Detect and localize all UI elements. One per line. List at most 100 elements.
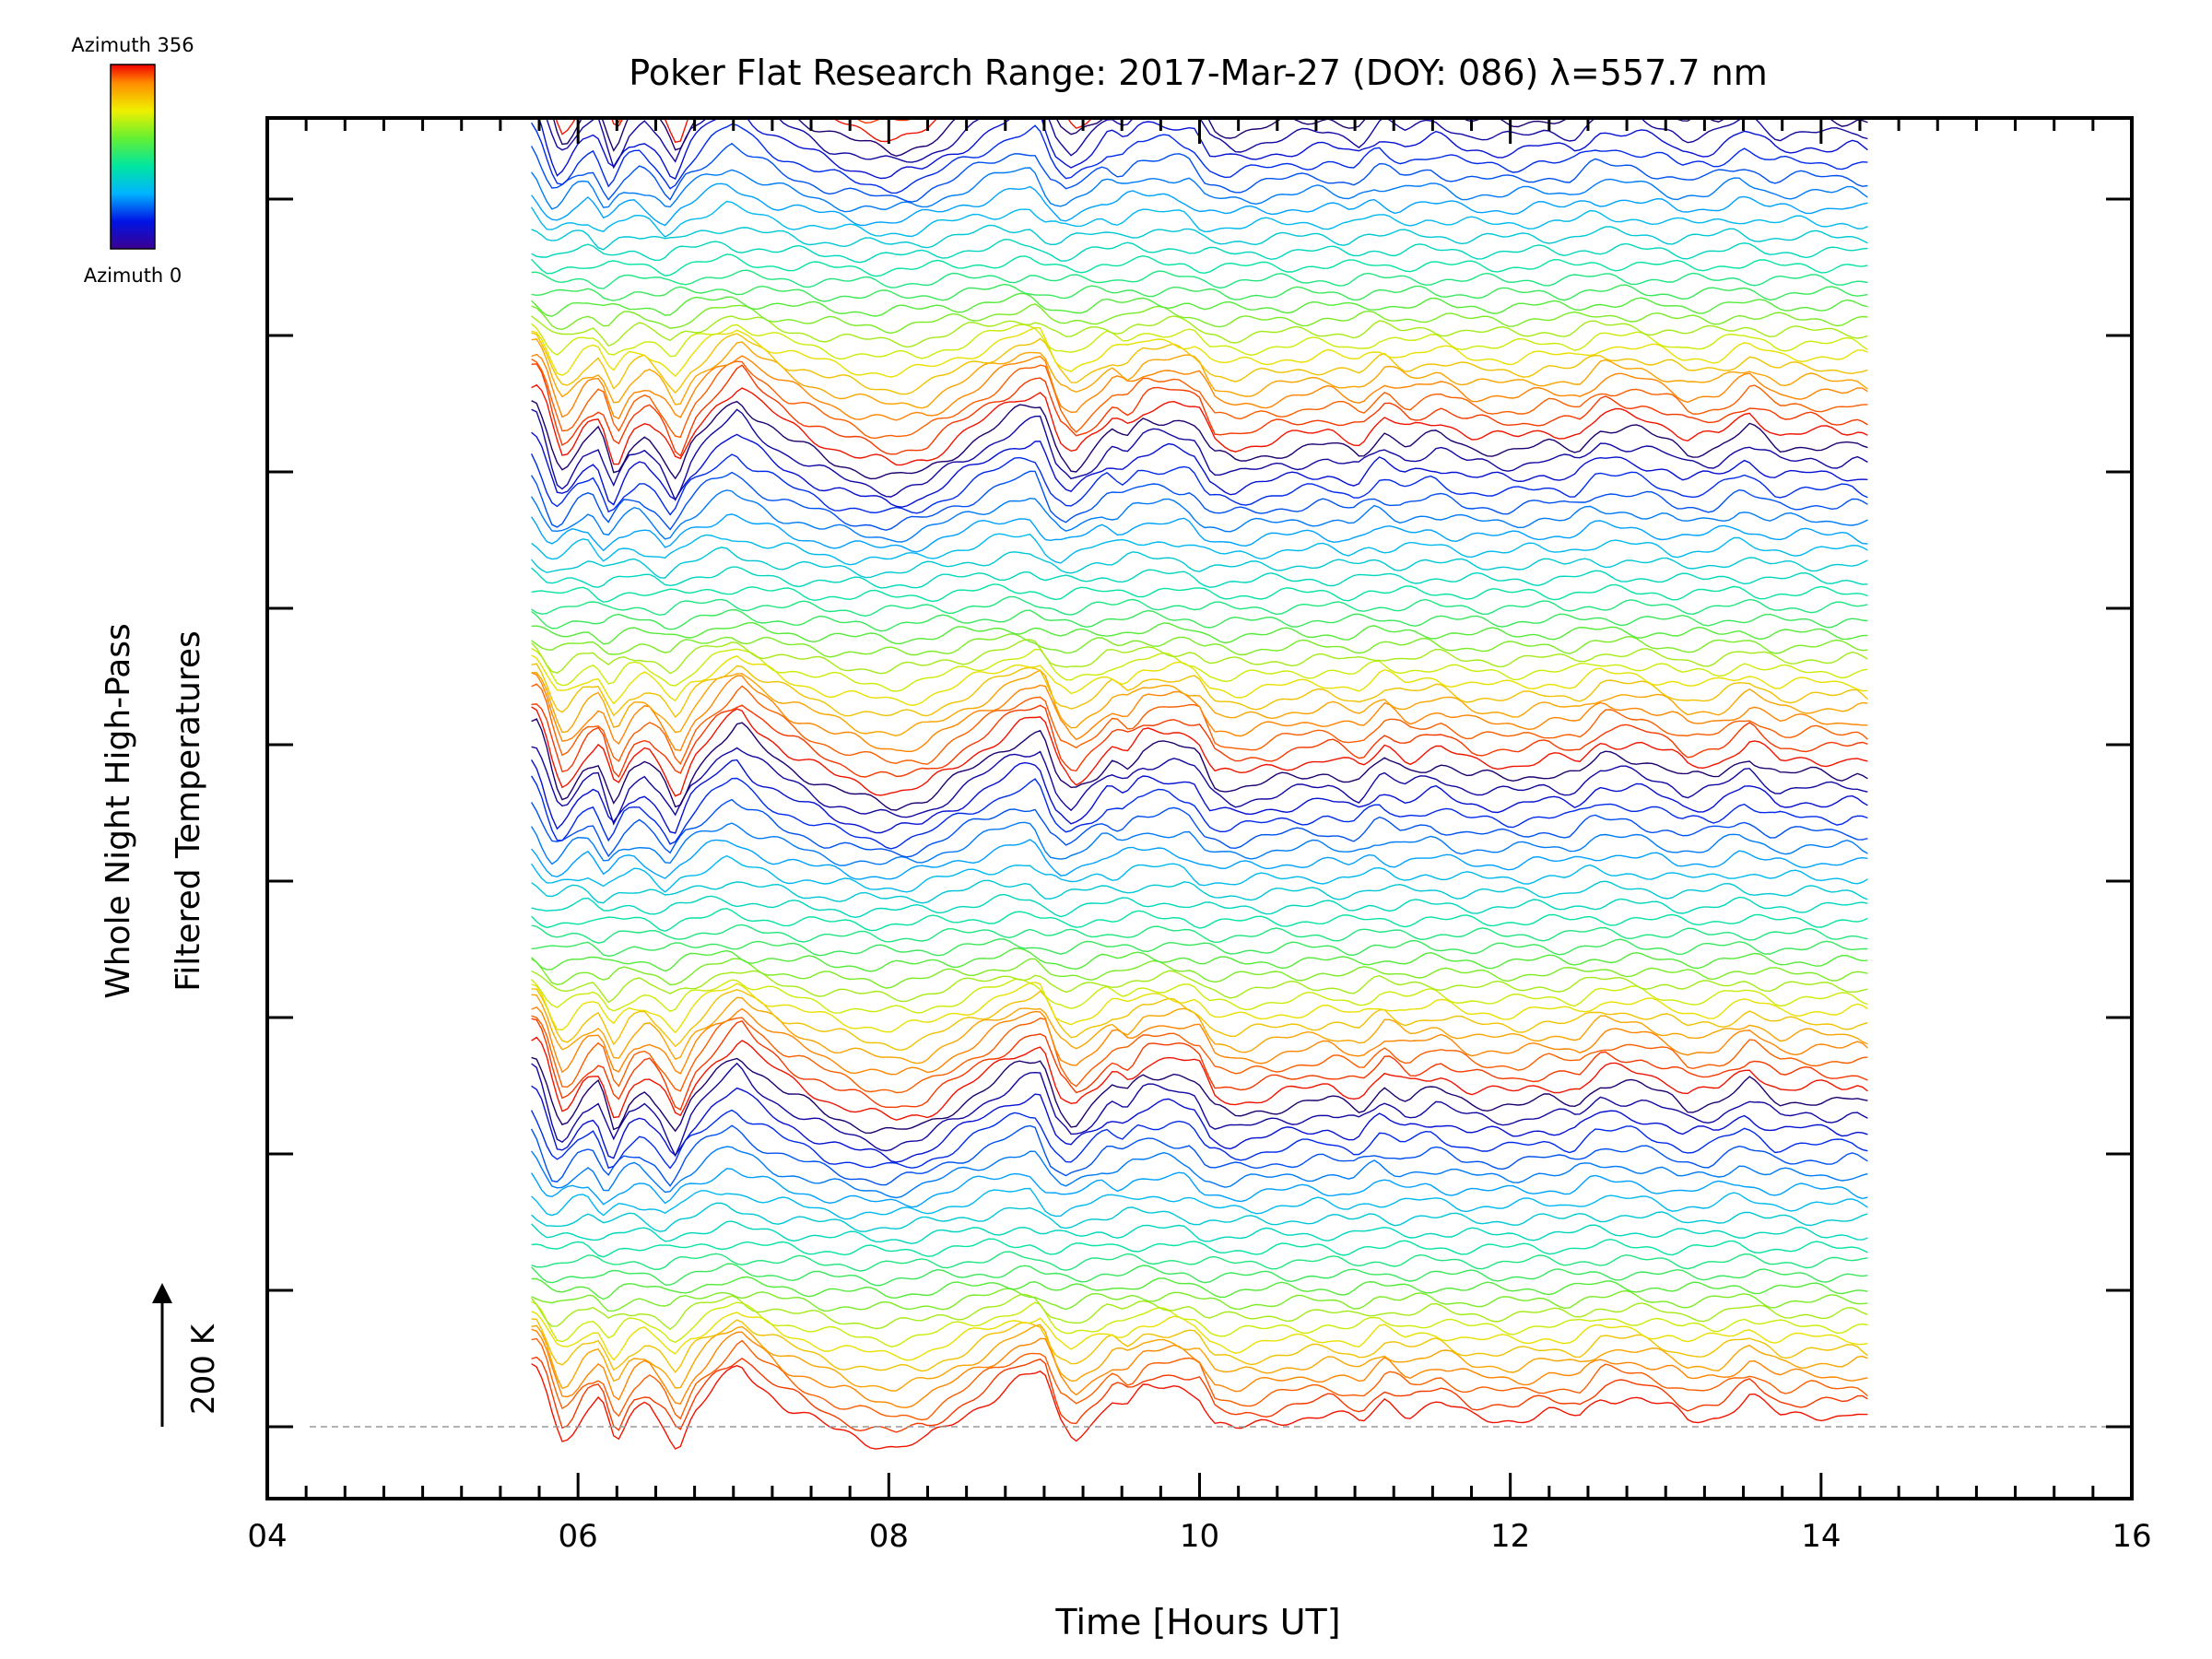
temperature-trace <box>531 621 1868 645</box>
temperature-trace <box>531 1293 1868 1331</box>
temperature-trace <box>531 608 1868 632</box>
temperature-trace <box>531 879 1868 904</box>
temperature-trace <box>530 1124 1868 1187</box>
x-tick-label: 06 <box>559 1518 598 1555</box>
temperature-trace <box>531 167 1868 213</box>
temperature-trace <box>531 1146 1868 1199</box>
temperature-trace <box>531 982 1868 1034</box>
temperature-trace <box>531 1187 1868 1220</box>
temperature-trace <box>531 400 1868 480</box>
temperature-trace <box>531 1251 1868 1272</box>
temperature-trace <box>531 718 1868 811</box>
temperature-trace <box>531 408 1868 502</box>
temperature-trace <box>531 323 1868 360</box>
scale-bar: 200 K <box>152 1283 222 1427</box>
temperature-trace <box>531 703 1868 779</box>
x-tick-label: 14 <box>1801 1518 1841 1555</box>
temperature-trace <box>531 383 1868 466</box>
temperature-trace <box>531 1015 1868 1094</box>
temperature-trace <box>531 994 1868 1065</box>
temperature-trace <box>531 1202 1868 1232</box>
temperature-trace <box>531 775 1868 850</box>
y-axis-label-line-2: Filtered Temperatures <box>170 630 207 992</box>
temperature-trace <box>531 1220 1868 1245</box>
temperature-trace <box>531 924 1868 944</box>
temperature-trace <box>531 583 1868 603</box>
colorbar-bottom-label: Azimuth 0 <box>84 265 182 287</box>
colorbar-gradient <box>110 64 156 250</box>
trace-group <box>530 0 1868 1450</box>
temperature-trace <box>531 854 1868 893</box>
temperature-trace <box>531 958 1868 989</box>
temperature-trace <box>531 746 1868 826</box>
temperature-trace <box>530 1109 1868 1170</box>
temperature-trace <box>530 142 1868 203</box>
temperature-trace <box>531 338 1868 409</box>
temperature-trace <box>532 0 1868 18</box>
temperature-trace <box>531 1018 1868 1112</box>
temperature-trace <box>531 1288 1868 1312</box>
temperature-trace <box>531 907 1868 933</box>
temperature-trace <box>531 672 1868 752</box>
temperature-trace <box>531 1356 1868 1433</box>
temperature-trace <box>531 595 1868 618</box>
temperature-trace <box>531 1263 1868 1287</box>
temperature-trace <box>531 893 1868 919</box>
temperature-trace <box>531 253 1868 277</box>
temperature-trace <box>531 332 1868 395</box>
colorbar-top-label: Azimuth 356 <box>71 34 194 56</box>
temperature-trace <box>546 118 1868 170</box>
temperature-trace <box>531 566 1868 589</box>
temperature-trace <box>531 938 1868 958</box>
x-tick-label: 10 <box>1180 1518 1219 1555</box>
temperature-trace <box>531 431 1868 508</box>
temperature-trace <box>531 363 1868 457</box>
temperature-trace <box>531 647 1868 692</box>
temperature-trace <box>531 1006 1868 1076</box>
chart-title: Poker Flat Research Range: 2017-Mar-27 (… <box>629 53 1767 93</box>
colorbar: Azimuth 356 Azimuth 0 <box>71 34 194 287</box>
temperature-trace <box>531 353 1868 421</box>
temperature-trace <box>530 798 1868 858</box>
y-axis-label-line-1: Whole Night High-Pass <box>100 623 137 999</box>
temperature-trace <box>531 1036 1868 1121</box>
temperature-trace <box>531 639 1868 675</box>
x-tick-label: 08 <box>869 1518 909 1555</box>
temperature-trace <box>531 358 1868 440</box>
temperature-trace <box>531 1168 1868 1208</box>
temperature-trace <box>531 547 1868 579</box>
temperature-trace <box>531 654 1868 707</box>
temperature-trace <box>531 1276 1868 1300</box>
temperature-trace <box>531 533 1868 566</box>
temperature-trace <box>531 1328 1868 1408</box>
x-tick-label: 12 <box>1490 1518 1530 1555</box>
temperature-trace <box>531 489 1868 543</box>
temperature-trace <box>531 239 1868 264</box>
scale-bar-arrow-head <box>152 1283 172 1303</box>
temperature-trace <box>531 1085 1868 1163</box>
temperature-trace <box>531 303 1868 335</box>
temperature-trace <box>530 453 1868 516</box>
temperature-trace <box>531 1056 1868 1135</box>
axes-group: 04 06 08 10 12 14 16 <box>247 118 2152 1555</box>
temperature-trace <box>530 759 1868 834</box>
temperature-trace <box>531 1363 1868 1450</box>
temperature-trace <box>531 200 1868 238</box>
temperature-trace <box>531 122 1868 194</box>
temperature-trace <box>531 513 1868 553</box>
temperature-trace <box>531 669 1868 737</box>
temperature-trace <box>531 1300 1868 1347</box>
scale-bar-label: 200 K <box>185 1323 222 1415</box>
temperature-trace <box>531 947 1868 972</box>
temperature-trace <box>531 633 1868 658</box>
temperature-trace <box>531 224 1868 251</box>
temperature-trace <box>530 470 1868 531</box>
temperature-trace <box>531 283 1868 302</box>
temperature-trace <box>531 839 1868 880</box>
temperature-trace <box>532 0 1868 51</box>
x-axis-label: Time [Hours UT] <box>1054 1602 1340 1642</box>
temperature-trace <box>531 663 1868 718</box>
temperature-trace <box>532 0 1868 3</box>
temperature-trace <box>531 182 1868 227</box>
